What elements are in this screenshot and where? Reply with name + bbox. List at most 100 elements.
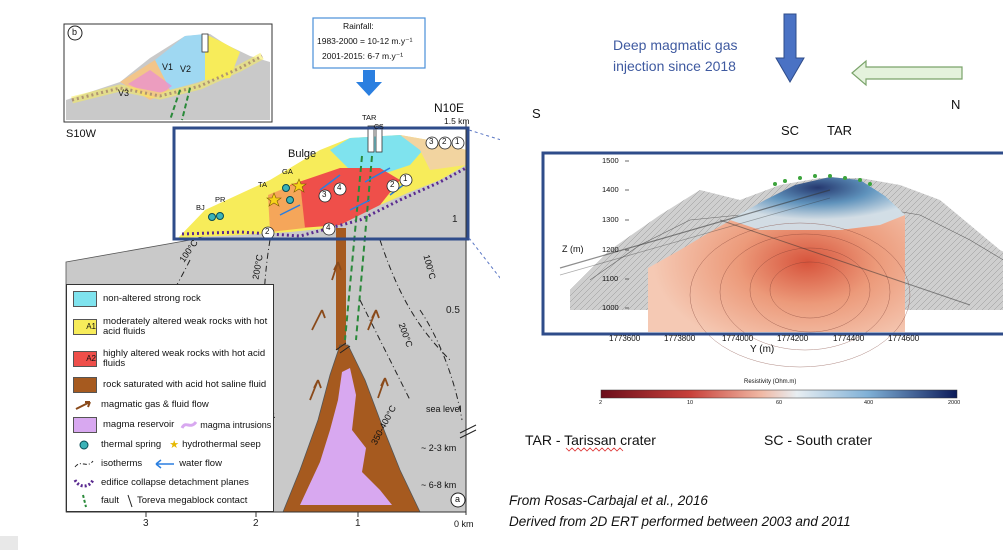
rainfall-line2: 2001-2015: 6-7 m.y⁻¹ — [322, 51, 404, 61]
inset-unit-v1: V1 — [162, 62, 174, 72]
circled-2b: 2 — [390, 180, 395, 189]
down-arrow-icon — [775, 13, 805, 83]
legend-item: non-altered strong rock — [73, 289, 201, 309]
axis-0-5km: 0.5 — [446, 305, 460, 316]
colorbar-tick: 2000 — [948, 400, 961, 406]
legend-swatch-cyan — [73, 291, 97, 307]
legend-code: A2 — [86, 354, 96, 363]
legend: non-altered strong rock A1 moderately al… — [66, 284, 274, 512]
legend-label: rock saturated with acid hot saline flui… — [103, 379, 267, 390]
site-ga: GA — [282, 167, 293, 176]
axis-sea-level: sea level — [426, 404, 462, 414]
label-sc: SC — [781, 123, 800, 138]
right-diagram: Deep magmatic gas injection since 2018 — [500, 0, 1003, 550]
hydrothermal-seep-icon: ★ — [169, 439, 180, 451]
circled-1b: 1 — [403, 174, 408, 183]
direction-s: S — [532, 106, 541, 121]
direction-right: N10E — [434, 101, 465, 115]
legend-item: isotherms water flow — [73, 454, 222, 474]
z-tick: 1500 — [602, 156, 619, 165]
site-pr: PR — [215, 195, 226, 204]
legend-swatch-a2: A2 — [73, 351, 97, 367]
rainfall-line1: 1983-2000 = 10-12 m.y⁻¹ — [317, 36, 413, 46]
panel-label: a — [455, 494, 461, 504]
circled-4b: 4 — [326, 223, 331, 232]
inset-b — [63, 23, 273, 123]
legend-swatch-a1: A1 — [73, 319, 97, 335]
inset-unit-v2: V2 — [180, 64, 192, 74]
isotherm-icon — [74, 460, 94, 468]
fault-icon — [82, 494, 87, 508]
legend-label: non-altered strong rock — [103, 293, 201, 304]
legend-label: edifice collapse detachment planes — [101, 477, 249, 488]
z-tick: 1000 — [602, 303, 619, 312]
magma-intrusion-icon — [180, 420, 198, 429]
zoom-frame — [172, 126, 470, 241]
y-tick: 1773600 — [609, 334, 641, 343]
legend-label: hydrothermal seep — [182, 439, 261, 450]
legend-label: magma intrusions — [200, 420, 272, 430]
circled-3a: 3 — [429, 137, 434, 146]
rainfall-callout — [312, 17, 426, 96]
resistivity-model — [541, 151, 1003, 368]
detachment-icon — [73, 479, 95, 488]
legend-item: A2 highly altered weak rocks with hot ac… — [73, 346, 273, 372]
legend-item: edifice collapse detachment planes — [73, 473, 249, 493]
circled-4a: 4 — [337, 183, 342, 192]
legend-label: thermal spring — [101, 439, 162, 450]
legend-item: thermal spring ★ hydrothermal seep — [73, 435, 261, 455]
legend-item: magma reservoir magma intrusions — [73, 415, 271, 435]
site-tar: TAR — [362, 113, 377, 122]
axis-depth-6-8: ~ 6-8 km — [421, 480, 457, 490]
xtick-2: 2 — [253, 518, 259, 529]
legend-item: rock saturated with acid hot saline flui… — [73, 375, 266, 395]
legend-label: water flow — [179, 458, 222, 469]
right-graphics — [541, 13, 1003, 452]
caption-sc: SC - South crater — [764, 432, 873, 448]
legend-item: magmatic gas & fluid flow — [73, 395, 209, 415]
legend-swatch-magma — [73, 417, 97, 433]
legend-label: fault — [101, 495, 119, 506]
direction-n: N — [951, 97, 961, 112]
colorbar-tick: 400 — [864, 400, 874, 406]
axis-0-km: 0 km — [454, 519, 474, 529]
legend-label: moderately altered weak rocks with hot a… — [103, 316, 268, 337]
injection-label-1: Deep magmatic gas — [613, 37, 738, 53]
resistivity-colorbar — [600, 389, 958, 399]
z-tick: 1300 — [602, 215, 619, 224]
site-bj: BJ — [196, 203, 205, 212]
water-flow-icon — [155, 459, 175, 469]
legend-swatch-brown — [73, 377, 97, 393]
direction-left: S10W — [66, 128, 96, 140]
circled-2c: 2 — [265, 227, 270, 236]
axis-depth-2-3: ~ 2-3 km — [421, 443, 457, 453]
axis-1km: 1 — [452, 214, 458, 225]
rainfall-title: Rainfall: — [343, 21, 374, 31]
site-cs: CS — [374, 124, 384, 131]
inset-label: b — [72, 27, 78, 37]
legend-label: Toreva megablock contact — [136, 495, 248, 506]
source-line-2: Derived from 2D ERT performed between 20… — [509, 514, 851, 529]
left-arrow-icon — [851, 59, 963, 87]
y-tick: 1773800 — [664, 334, 696, 343]
gas-flow-icon — [75, 401, 91, 410]
legend-label: magma reservoir — [103, 419, 175, 430]
thermal-spring-icon — [79, 440, 89, 450]
y-axis-label: Y (m) — [750, 344, 775, 355]
axis-1-5km: 1.5 km — [444, 116, 470, 126]
corner-mark — [0, 536, 18, 550]
inset-unit-v3: V3 — [118, 88, 130, 98]
bulge-label: Bulge — [288, 148, 317, 160]
colorbar-tick: 10 — [687, 400, 694, 406]
z-axis-label: Z (m) — [562, 244, 584, 254]
z-tick: 1200 — [602, 245, 619, 254]
circled-1a: 1 — [455, 137, 460, 146]
colorbar-tick: 60 — [776, 400, 783, 406]
circled-2a: 2 — [442, 137, 447, 146]
left-diagram: b V1 V2 V3 Rainfall: 1983-2000 = 10-12 m… — [0, 0, 500, 550]
colorbar-label: Resistivity (Ohm.m) — [744, 379, 797, 385]
z-tick: 1100 — [602, 274, 619, 283]
toreva-contact-icon — [127, 494, 133, 508]
z-tick: 1400 — [602, 185, 619, 194]
legend-label: isotherms — [101, 458, 143, 469]
